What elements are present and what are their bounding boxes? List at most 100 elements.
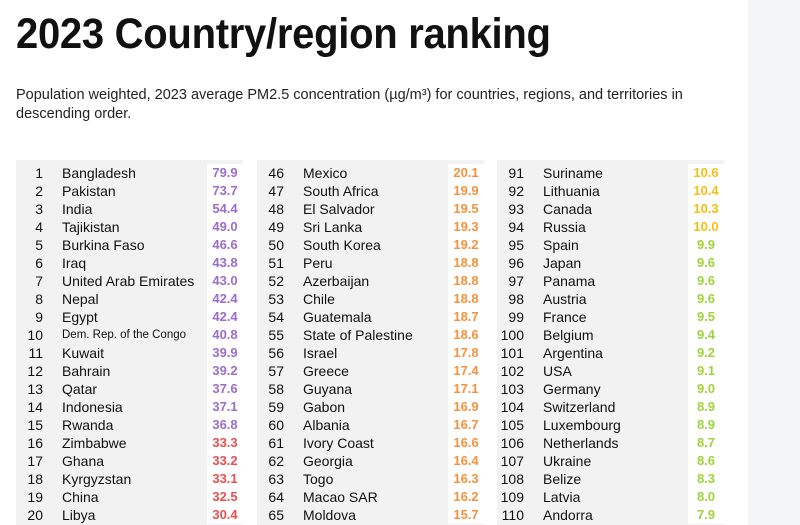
country-name: Greece <box>303 363 349 379</box>
country-name: Iraq <box>62 255 87 271</box>
country-name: Ghana <box>62 453 105 469</box>
rank-number: 10 <box>27 327 43 343</box>
rank-number: 101 <box>500 345 524 361</box>
table-row: 2 Pakistan 73.7 <box>16 182 243 200</box>
rank-number: 46 <box>268 165 284 181</box>
pm25-value: 37.6 <box>207 380 243 398</box>
table-row: 61 Ivory Coast 16.6 <box>257 434 484 452</box>
rank-number: 13 <box>27 381 43 397</box>
pm25-value: 18.8 <box>448 272 484 290</box>
country-name: Albania <box>303 417 350 433</box>
country-name: USA <box>543 363 572 379</box>
rank-number: 52 <box>268 273 284 289</box>
pm25-value: 9.9 <box>688 236 724 254</box>
table-row: 64 Macao SAR 16.2 <box>257 488 484 506</box>
country-name: Argentina <box>543 345 603 361</box>
pm25-value: 8.6 <box>688 452 724 470</box>
country-name: Mexico <box>303 165 348 181</box>
pm25-value: 36.8 <box>207 416 243 434</box>
pm25-value: 9.6 <box>688 290 724 308</box>
pm25-value: 42.4 <box>207 290 243 308</box>
country-name: Ukraine <box>543 453 592 469</box>
ranking-column-2: 46 Mexico 20.1 47 South Africa 19.9 48 El Salva… <box>257 160 484 525</box>
country-name: Burkina Faso <box>62 237 145 253</box>
rank-number: 110 <box>501 507 524 523</box>
country-name: United Arab Emirates <box>62 273 195 289</box>
pm25-value: 17.8 <box>448 344 484 362</box>
pm25-value: 8.3 <box>688 470 724 488</box>
rank-number: 20 <box>27 507 43 523</box>
pm25-value: 9.0 <box>688 380 724 398</box>
rank-number: 51 <box>268 255 284 271</box>
rank-number: 60 <box>268 417 284 433</box>
pm25-value: 9.2 <box>688 344 724 362</box>
rank-number: 103 <box>500 381 524 397</box>
country-name: Bahrain <box>62 363 111 379</box>
country-name: Pakistan <box>62 183 116 199</box>
country-name: Indonesia <box>62 399 123 415</box>
pm25-value: 9.6 <box>688 272 724 290</box>
country-name: Japan <box>543 255 582 271</box>
rank-number: 92 <box>508 183 524 199</box>
rank-number: 14 <box>27 399 43 415</box>
pm25-value: 49.0 <box>207 218 243 236</box>
table-row: 10 Dem. Rep. of the Congo 40.8 <box>16 326 243 344</box>
pm25-value: 39.2 <box>207 362 243 380</box>
rank-number: 64 <box>268 489 284 505</box>
rank-number: 58 <box>268 381 284 397</box>
rank-number: 108 <box>500 471 524 487</box>
country-name: South Africa <box>303 183 379 199</box>
table-row: 7 United Arab Emirates 43.0 <box>16 272 243 290</box>
pm25-value: 73.7 <box>207 182 243 200</box>
table-row: 12 Bahrain 39.2 <box>16 362 243 380</box>
pm25-value: 19.9 <box>448 182 484 200</box>
rank-number: 107 <box>500 453 524 469</box>
pm25-value: 30.4 <box>207 506 243 524</box>
pm25-value: 19.2 <box>448 236 484 254</box>
country-name: Belize <box>543 471 582 487</box>
rank-number: 54 <box>268 309 284 325</box>
rank-number: 109 <box>500 489 524 505</box>
table-row: 96 Japan 9.6 <box>497 254 724 272</box>
table-row: 54 Guatemala 18.7 <box>257 308 484 326</box>
table-row: 9 Egypt 42.4 <box>16 308 243 326</box>
pm25-value: 10.0 <box>688 218 724 236</box>
country-name: Peru <box>303 255 333 271</box>
table-row: 20 Libya 30.4 <box>16 506 243 524</box>
rank-number: 91 <box>508 165 524 181</box>
pm25-value: 39.9 <box>207 344 243 362</box>
pm25-value: 46.6 <box>207 236 243 254</box>
table-row: 19 China 32.5 <box>16 488 243 506</box>
rank-number: 6 <box>35 255 43 271</box>
rank-number: 62 <box>268 453 284 469</box>
table-row: 97 Panama 9.6 <box>497 272 724 290</box>
rank-number: 16 <box>27 435 43 451</box>
country-name: Togo <box>303 471 334 487</box>
country-name: Tajikistan <box>62 219 120 235</box>
table-row: 48 El Salvador 19.5 <box>257 200 484 218</box>
pm25-value: 18.7 <box>448 308 484 326</box>
table-row: 51 Peru 18.8 <box>257 254 484 272</box>
table-row: 57 Greece 17.4 <box>257 362 484 380</box>
country-name: Zimbabwe <box>62 435 127 451</box>
pm25-value: 32.5 <box>207 488 243 506</box>
table-row: 1 Bangladesh 79.9 <box>16 164 243 182</box>
country-name: Bangladesh <box>62 165 136 181</box>
country-name: Russia <box>543 219 586 235</box>
country-name: Suriname <box>543 165 603 181</box>
country-name: Latvia <box>543 489 581 505</box>
country-name: South Korea <box>303 237 381 253</box>
table-row: 56 Israel 17.8 <box>257 344 484 362</box>
table-row: 46 Mexico 20.1 <box>257 164 484 182</box>
table-row: 110 Andorra 7.9 <box>497 506 724 524</box>
country-name: Azerbaijan <box>303 273 370 289</box>
rank-number: 5 <box>35 237 43 253</box>
rank-number: 100 <box>500 327 524 343</box>
country-name: China <box>62 489 99 505</box>
table-row: 95 Spain 9.9 <box>497 236 724 254</box>
country-name: Austria <box>543 291 587 307</box>
pm25-value: 19.3 <box>448 218 484 236</box>
country-name: Netherlands <box>543 435 619 451</box>
ranking-column-3: 91 Suriname 10.6 92 Lithuania 10.4 93 Canada 10.… <box>497 160 724 525</box>
table-row: 103 Germany 9.0 <box>497 380 724 398</box>
